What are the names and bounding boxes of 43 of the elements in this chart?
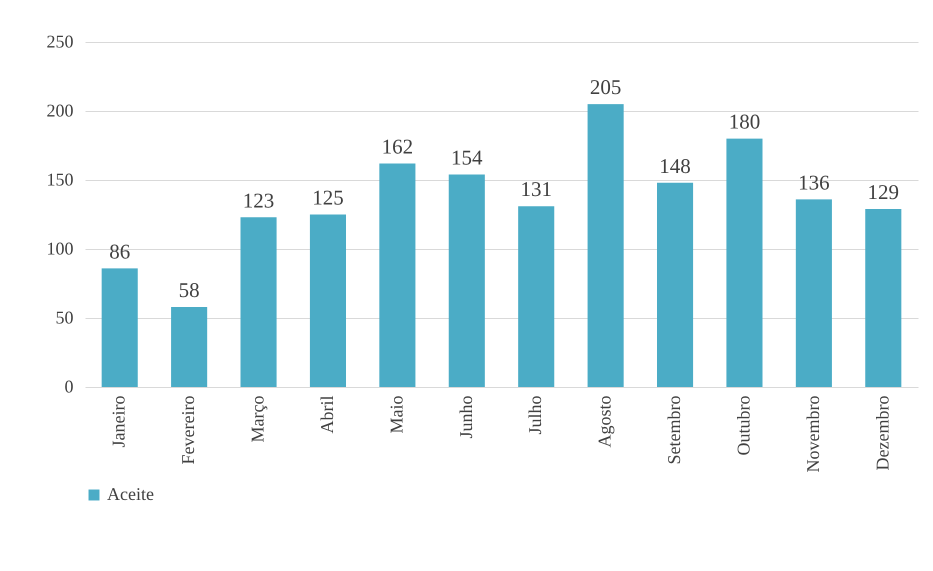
data-label: 123 — [242, 188, 274, 212]
bar — [240, 217, 277, 387]
bar — [588, 104, 624, 387]
x-tick-label: Julho — [525, 396, 546, 435]
y-tick-label: 50 — [56, 308, 74, 328]
data-label: 125 — [312, 186, 344, 210]
bar — [379, 163, 416, 387]
x-tick-label: Setembro — [664, 396, 684, 464]
data-label: 162 — [382, 134, 414, 158]
x-tick-label: Janeiro — [108, 396, 129, 448]
bar — [310, 214, 346, 387]
x-tick-label: Novembro — [802, 396, 823, 472]
x-tick-label: Junho — [456, 396, 476, 439]
y-tick-label: 200 — [46, 100, 74, 120]
bar — [448, 174, 485, 387]
x-tick-label: Fevereiro — [178, 396, 198, 464]
bar — [726, 138, 763, 387]
x-tick-label: Abril — [316, 396, 337, 434]
data-label: 86 — [109, 239, 130, 264]
y-tick-label: 250 — [46, 32, 74, 52]
data-label: 205 — [590, 75, 622, 100]
x-tick-label: Outubro — [733, 396, 754, 456]
data-label: 180 — [728, 110, 760, 134]
x-tick-label: Dezembro — [872, 396, 892, 470]
data-label: 129 — [868, 180, 900, 204]
data-label: 154 — [451, 145, 484, 170]
x-tick-label: Maio — [386, 396, 406, 434]
legend-label: Aceite — [107, 484, 154, 504]
bar — [102, 268, 138, 387]
y-tick-label: 100 — [46, 238, 74, 258]
data-label: 136 — [798, 170, 830, 194]
x-tick-label: Agosto — [594, 396, 615, 448]
bar — [796, 199, 832, 387]
x-tick-label: Março — [248, 396, 268, 442]
bar — [865, 208, 902, 387]
y-tick-label: 0 — [64, 376, 74, 396]
bar — [656, 182, 694, 387]
y-tick-label: 150 — [46, 170, 74, 190]
bar — [518, 206, 554, 387]
data-label: 58 — [178, 278, 200, 302]
data-label: 131 — [520, 177, 552, 202]
bar — [171, 306, 208, 387]
data-label: 148 — [659, 154, 691, 178]
